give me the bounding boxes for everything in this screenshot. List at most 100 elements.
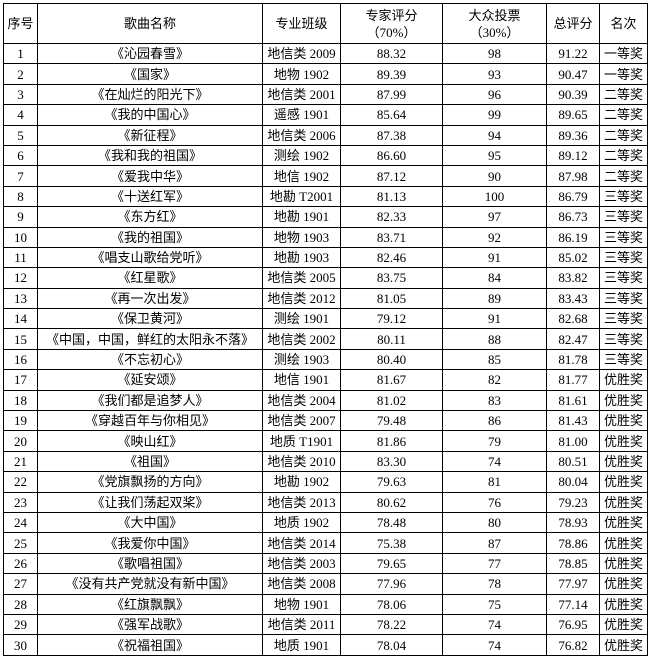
cell-rank: 优胜奖: [599, 552, 648, 575]
cell-rank: 优胜奖: [599, 450, 648, 473]
cell-song: 《新征程》: [37, 124, 263, 146]
cell-expert-score: 81.67: [340, 369, 443, 391]
cell-index: 21: [3, 450, 38, 473]
cell-expert-score: 87.99: [340, 83, 443, 106]
cell-public-vote: 99: [442, 104, 547, 126]
cell-class: 地信类 2009: [262, 42, 341, 65]
cell-class: 地质 1901: [262, 634, 341, 656]
cell-index: 30: [3, 634, 38, 656]
cell-rank: 三等奖: [599, 246, 648, 269]
cell-expert-score: 85.64: [340, 104, 443, 126]
cell-rank: 二等奖: [599, 124, 648, 146]
cell-index: 4: [3, 104, 38, 126]
cell-class: 地信类 2008: [262, 573, 341, 595]
cell-index: 2: [3, 63, 38, 85]
cell-expert-score: 81.05: [340, 287, 443, 310]
cell-index: 12: [3, 267, 38, 289]
cell-expert-score: 81.13: [340, 185, 443, 208]
cell-rank: 三等奖: [599, 308, 648, 330]
cell-expert-score: 77.96: [340, 573, 443, 595]
table-row: 14 《保卫黄河》 测绘 1901 79.12 91 82.68 三等奖: [3, 308, 648, 330]
cell-rank: 三等奖: [599, 328, 648, 350]
cell-total-score: 79.23: [546, 491, 600, 513]
table-row: 10 《我的祖国》 地物 1903 83.71 92 86.19 三等奖: [3, 226, 648, 248]
table-row: 15 《中国，中国，鲜红的太阳永不落》 地信类 2002 80.11 88 82.47 三等…: [3, 328, 648, 350]
cell-song: 《红旗飘飘》: [37, 593, 263, 615]
cell-total-score: 78.86: [546, 532, 600, 554]
cell-index: 10: [3, 226, 38, 248]
cell-public-vote: 93: [442, 63, 547, 85]
cell-index: 23: [3, 491, 38, 513]
cell-class: 地勘 1902: [262, 471, 341, 493]
cell-song: 《国家》: [37, 63, 263, 85]
table-row: 30 《祝福祖国》 地质 1901 78.04 74 76.82 优胜奖: [3, 634, 648, 656]
cell-public-vote: 84: [442, 267, 547, 289]
results-table: 序号 歌曲名称 专业班级 专家评分 （70%） 大众投票 （30%） 总评分 名次 …: [3, 3, 648, 656]
cell-total-score: 81.61: [546, 389, 600, 412]
cell-index: 1: [3, 42, 38, 65]
cell-total-score: 78.85: [546, 552, 600, 575]
cell-rank: 优胜奖: [599, 369, 648, 391]
table-row: 21 《祖国》 地信类 2010 83.30 74 80.51 优胜奖: [3, 450, 648, 473]
cell-rank: 一等奖: [599, 63, 648, 85]
cell-rank: 优胜奖: [599, 430, 648, 452]
cell-public-vote: 96: [442, 83, 547, 106]
cell-public-vote: 78: [442, 573, 547, 595]
cell-total-score: 89.36: [546, 124, 600, 146]
table-row: 27 《没有共产党就没有新中国》 地信类 2008 77.96 78 77.97 优胜奖: [3, 573, 648, 595]
cell-expert-score: 79.63: [340, 471, 443, 493]
header-expert-label: 专家评分: [365, 7, 418, 23]
cell-index: 22: [3, 471, 38, 493]
cell-total-score: 81.77: [546, 369, 600, 391]
cell-index: 8: [3, 185, 38, 208]
table-row: 4 《我的中国心》 遥感 1901 85.64 99 89.65 二等奖: [3, 104, 648, 126]
cell-expert-score: 87.12: [340, 165, 443, 187]
cell-expert-score: 81.86: [340, 430, 443, 452]
table-row: 18 《我们都是追梦人》 地信类 2004 81.02 83 81.61 优胜奖: [3, 389, 648, 412]
cell-index: 24: [3, 511, 38, 534]
cell-index: 9: [3, 206, 38, 228]
cell-total-score: 91.22: [546, 42, 600, 65]
cell-expert-score: 83.30: [340, 450, 443, 473]
cell-class: 地信类 2004: [262, 389, 341, 412]
header-public-label: 大众投票: [468, 7, 521, 23]
cell-class: 地信类 2002: [262, 328, 341, 350]
cell-rank: 优胜奖: [599, 532, 648, 554]
cell-song: 《我和我的祖国》: [37, 144, 263, 167]
table-row: 25 《我爱你中国》 地信类 2014 75.38 87 78.86 优胜奖: [3, 532, 648, 554]
cell-song: 《没有共产党就没有新中国》: [37, 573, 263, 595]
table-row: 6 《我和我的祖国》 测绘 1902 86.60 95 89.12 二等奖: [3, 144, 648, 167]
header-total: 总评分: [546, 3, 600, 44]
cell-class: 地信类 2005: [262, 267, 341, 289]
cell-class: 测绘 1902: [262, 144, 341, 167]
cell-total-score: 78.93: [546, 511, 600, 534]
table-row: 7 《爱我中华》 地信 1902 87.12 90 87.98 二等奖: [3, 165, 648, 187]
cell-expert-score: 75.38: [340, 532, 443, 554]
cell-song: 《十送红军》: [37, 185, 263, 208]
header-class: 专业班级: [262, 3, 341, 44]
cell-expert-score: 87.38: [340, 124, 443, 146]
cell-rank: 三等奖: [599, 287, 648, 310]
cell-rank: 优胜奖: [599, 491, 648, 513]
cell-rank: 二等奖: [599, 144, 648, 167]
cell-public-vote: 74: [442, 634, 547, 656]
cell-public-vote: 85: [442, 348, 547, 371]
cell-index: 14: [3, 308, 38, 330]
cell-song: 《歌唱祖国》: [37, 552, 263, 575]
header-index: 序号: [3, 3, 38, 44]
cell-class: 地信类 2007: [262, 410, 341, 432]
cell-song: 《中国，中国，鲜红的太阳永不落》: [37, 328, 263, 350]
cell-index: 13: [3, 287, 38, 310]
cell-public-vote: 95: [442, 144, 547, 167]
cell-index: 16: [3, 348, 38, 371]
cell-expert-score: 89.39: [340, 63, 443, 85]
cell-total-score: 82.68: [546, 308, 600, 330]
header-public-weight: （30%）: [469, 24, 520, 40]
cell-public-vote: 97: [442, 206, 547, 228]
cell-index: 11: [3, 246, 38, 269]
cell-index: 25: [3, 532, 38, 554]
table-row: 24 《大中国》 地质 1902 78.48 80 78.93 优胜奖: [3, 511, 648, 534]
cell-song: 《保卫黄河》: [37, 308, 263, 330]
cell-rank: 三等奖: [599, 185, 648, 208]
table-row: 1 《沁园春雪》 地信类 2009 88.32 98 91.22 一等奖: [3, 42, 648, 65]
